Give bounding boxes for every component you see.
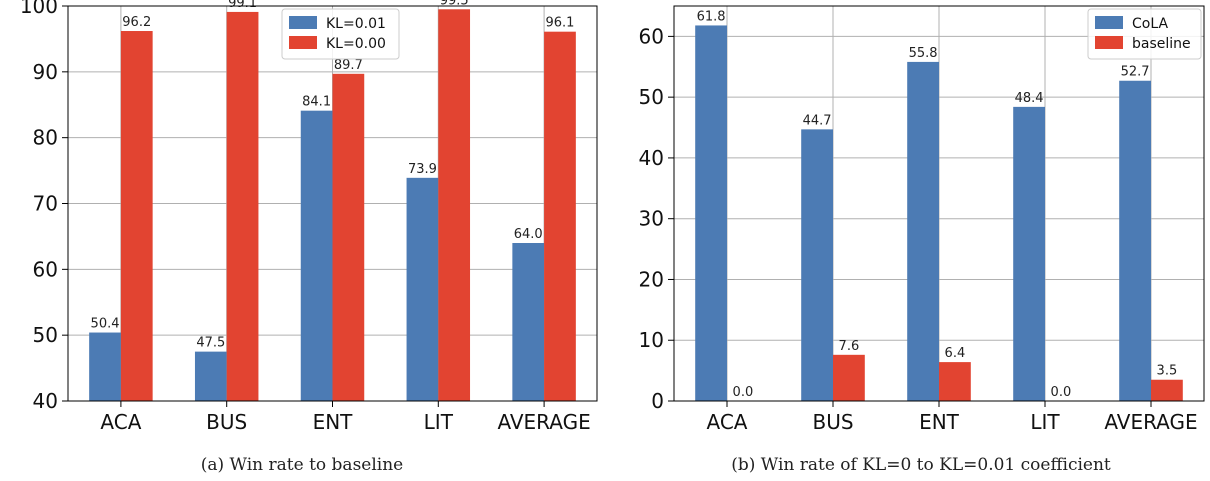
a-data-label-s0-2: 84.1 [302, 95, 331, 110]
a-xtick-label-2: ENT [313, 410, 354, 434]
a-bar-s1-1 [226, 11, 259, 402]
b-xtick-label-0: ACA [707, 410, 748, 434]
b-bar-s1-1 [833, 354, 865, 401]
b-data-label-s1-3: 0.0 [1051, 385, 1072, 400]
b-bar-s1-4 [1151, 379, 1183, 401]
b-ytick-label-2: 20 [639, 267, 664, 291]
a-bar-s0-0 [89, 332, 121, 401]
b-ytick-label-6: 60 [639, 24, 664, 48]
a-legend-swatch-1 [289, 36, 317, 49]
a-ytick-label-0: 40 [33, 389, 58, 413]
a-data-label-s1-3: 99.5 [440, 0, 469, 8]
b-bar-s1-2 [939, 362, 971, 401]
caption-b: (b) Win rate of KL=0 to KL=0.01 coeffici… [731, 455, 1111, 475]
b-legend-label-0: CoLA [1132, 16, 1168, 32]
a-data-label-s1-1: 99.1 [228, 0, 257, 11]
a-ytick-label-3: 70 [33, 192, 58, 216]
caption-a: (a) Win rate to baseline [201, 455, 403, 475]
b-ytick-label-1: 10 [639, 328, 664, 352]
a-xtick-label-4: AVERAGE [497, 410, 590, 434]
a-ytick-label-5: 90 [33, 60, 58, 84]
b-bar-s0-0 [695, 25, 727, 401]
a-data-label-s0-0: 50.4 [91, 317, 120, 332]
a-ytick-label-4: 80 [33, 126, 58, 150]
b-bar-s0-1 [801, 129, 833, 401]
a-data-label-s0-3: 73.9 [408, 162, 437, 177]
a-xtick-label-1: BUS [206, 410, 247, 434]
a-data-label-s0-1: 47.5 [196, 336, 225, 351]
b-data-label-s0-1: 44.7 [803, 113, 832, 128]
a-bar-s1-3 [438, 9, 471, 402]
b-ytick-label-0: 0 [651, 389, 664, 413]
b-bar-s0-2 [907, 61, 939, 402]
b-data-label-s1-4: 3.5 [1157, 364, 1178, 379]
b-xtick-label-1: BUS [812, 410, 853, 434]
b-ytick-label-4: 40 [639, 146, 664, 170]
a-data-label-s0-4: 64.0 [514, 227, 543, 242]
a-bar-s1-0 [120, 31, 153, 402]
b-bar-s0-3 [1013, 106, 1045, 401]
b-axes-frame [673, 5, 1205, 402]
a-data-label-s1-4: 96.1 [545, 16, 574, 31]
a-ytick-label-2: 60 [33, 257, 58, 281]
b-ytick-label-5: 50 [639, 85, 664, 109]
b-data-label-s0-4: 52.7 [1121, 65, 1150, 80]
a-legend-label-0: KL=0.01 [326, 16, 386, 32]
a-bar-s1-2 [332, 73, 365, 401]
b-data-label-s0-2: 55.8 [909, 46, 938, 61]
b-xtick-label-3: LIT [1030, 410, 1060, 434]
a-xtick-label-3: LIT [424, 410, 454, 434]
b-xtick-label-4: AVERAGE [1104, 410, 1197, 434]
a-bar-s1-4 [544, 31, 576, 402]
b-data-label-s0-3: 48.4 [1015, 91, 1044, 106]
b-data-label-s1-0: 0.0 [733, 385, 754, 400]
a-ytick-label-1: 50 [33, 323, 58, 347]
chart-b: 0 10 20 30 40 50 60 ACA BUS ENT LIT AVERAGE 61.8 44.7… [639, 5, 1205, 434]
a-legend-label-1: KL=0.00 [326, 36, 386, 52]
a-bar-s0-3 [406, 177, 439, 401]
b-bar-s0-4 [1119, 80, 1151, 401]
b-legend-label-1: baseline [1132, 36, 1191, 52]
b-ytick-label-3: 30 [639, 207, 664, 231]
a-bar-s0-1 [194, 351, 227, 401]
a-xtick-label-0: ACA [100, 410, 141, 434]
b-xtick-label-2: ENT [919, 410, 960, 434]
a-bar-s0-4 [512, 243, 545, 401]
b-legend-swatch-0 [1095, 16, 1123, 29]
b-legend-swatch-1 [1095, 36, 1123, 49]
chart-a: 40 50 60 70 80 90 100 ACA BUS ENT LIT AVERAGE 50.4 47… [20, 0, 598, 434]
b-data-label-s0-0: 61.8 [697, 9, 726, 24]
a-legend-swatch-0 [289, 16, 317, 29]
a-ytick-label-6: 100 [20, 0, 58, 18]
a-bar-s0-2 [300, 110, 333, 402]
a-axes-frame [67, 5, 598, 402]
b-data-label-s1-1: 7.6 [839, 339, 860, 354]
a-data-label-s1-2: 89.7 [334, 58, 363, 73]
a-data-label-s1-0: 96.2 [122, 15, 151, 30]
b-data-label-s1-2: 6.4 [945, 346, 966, 361]
